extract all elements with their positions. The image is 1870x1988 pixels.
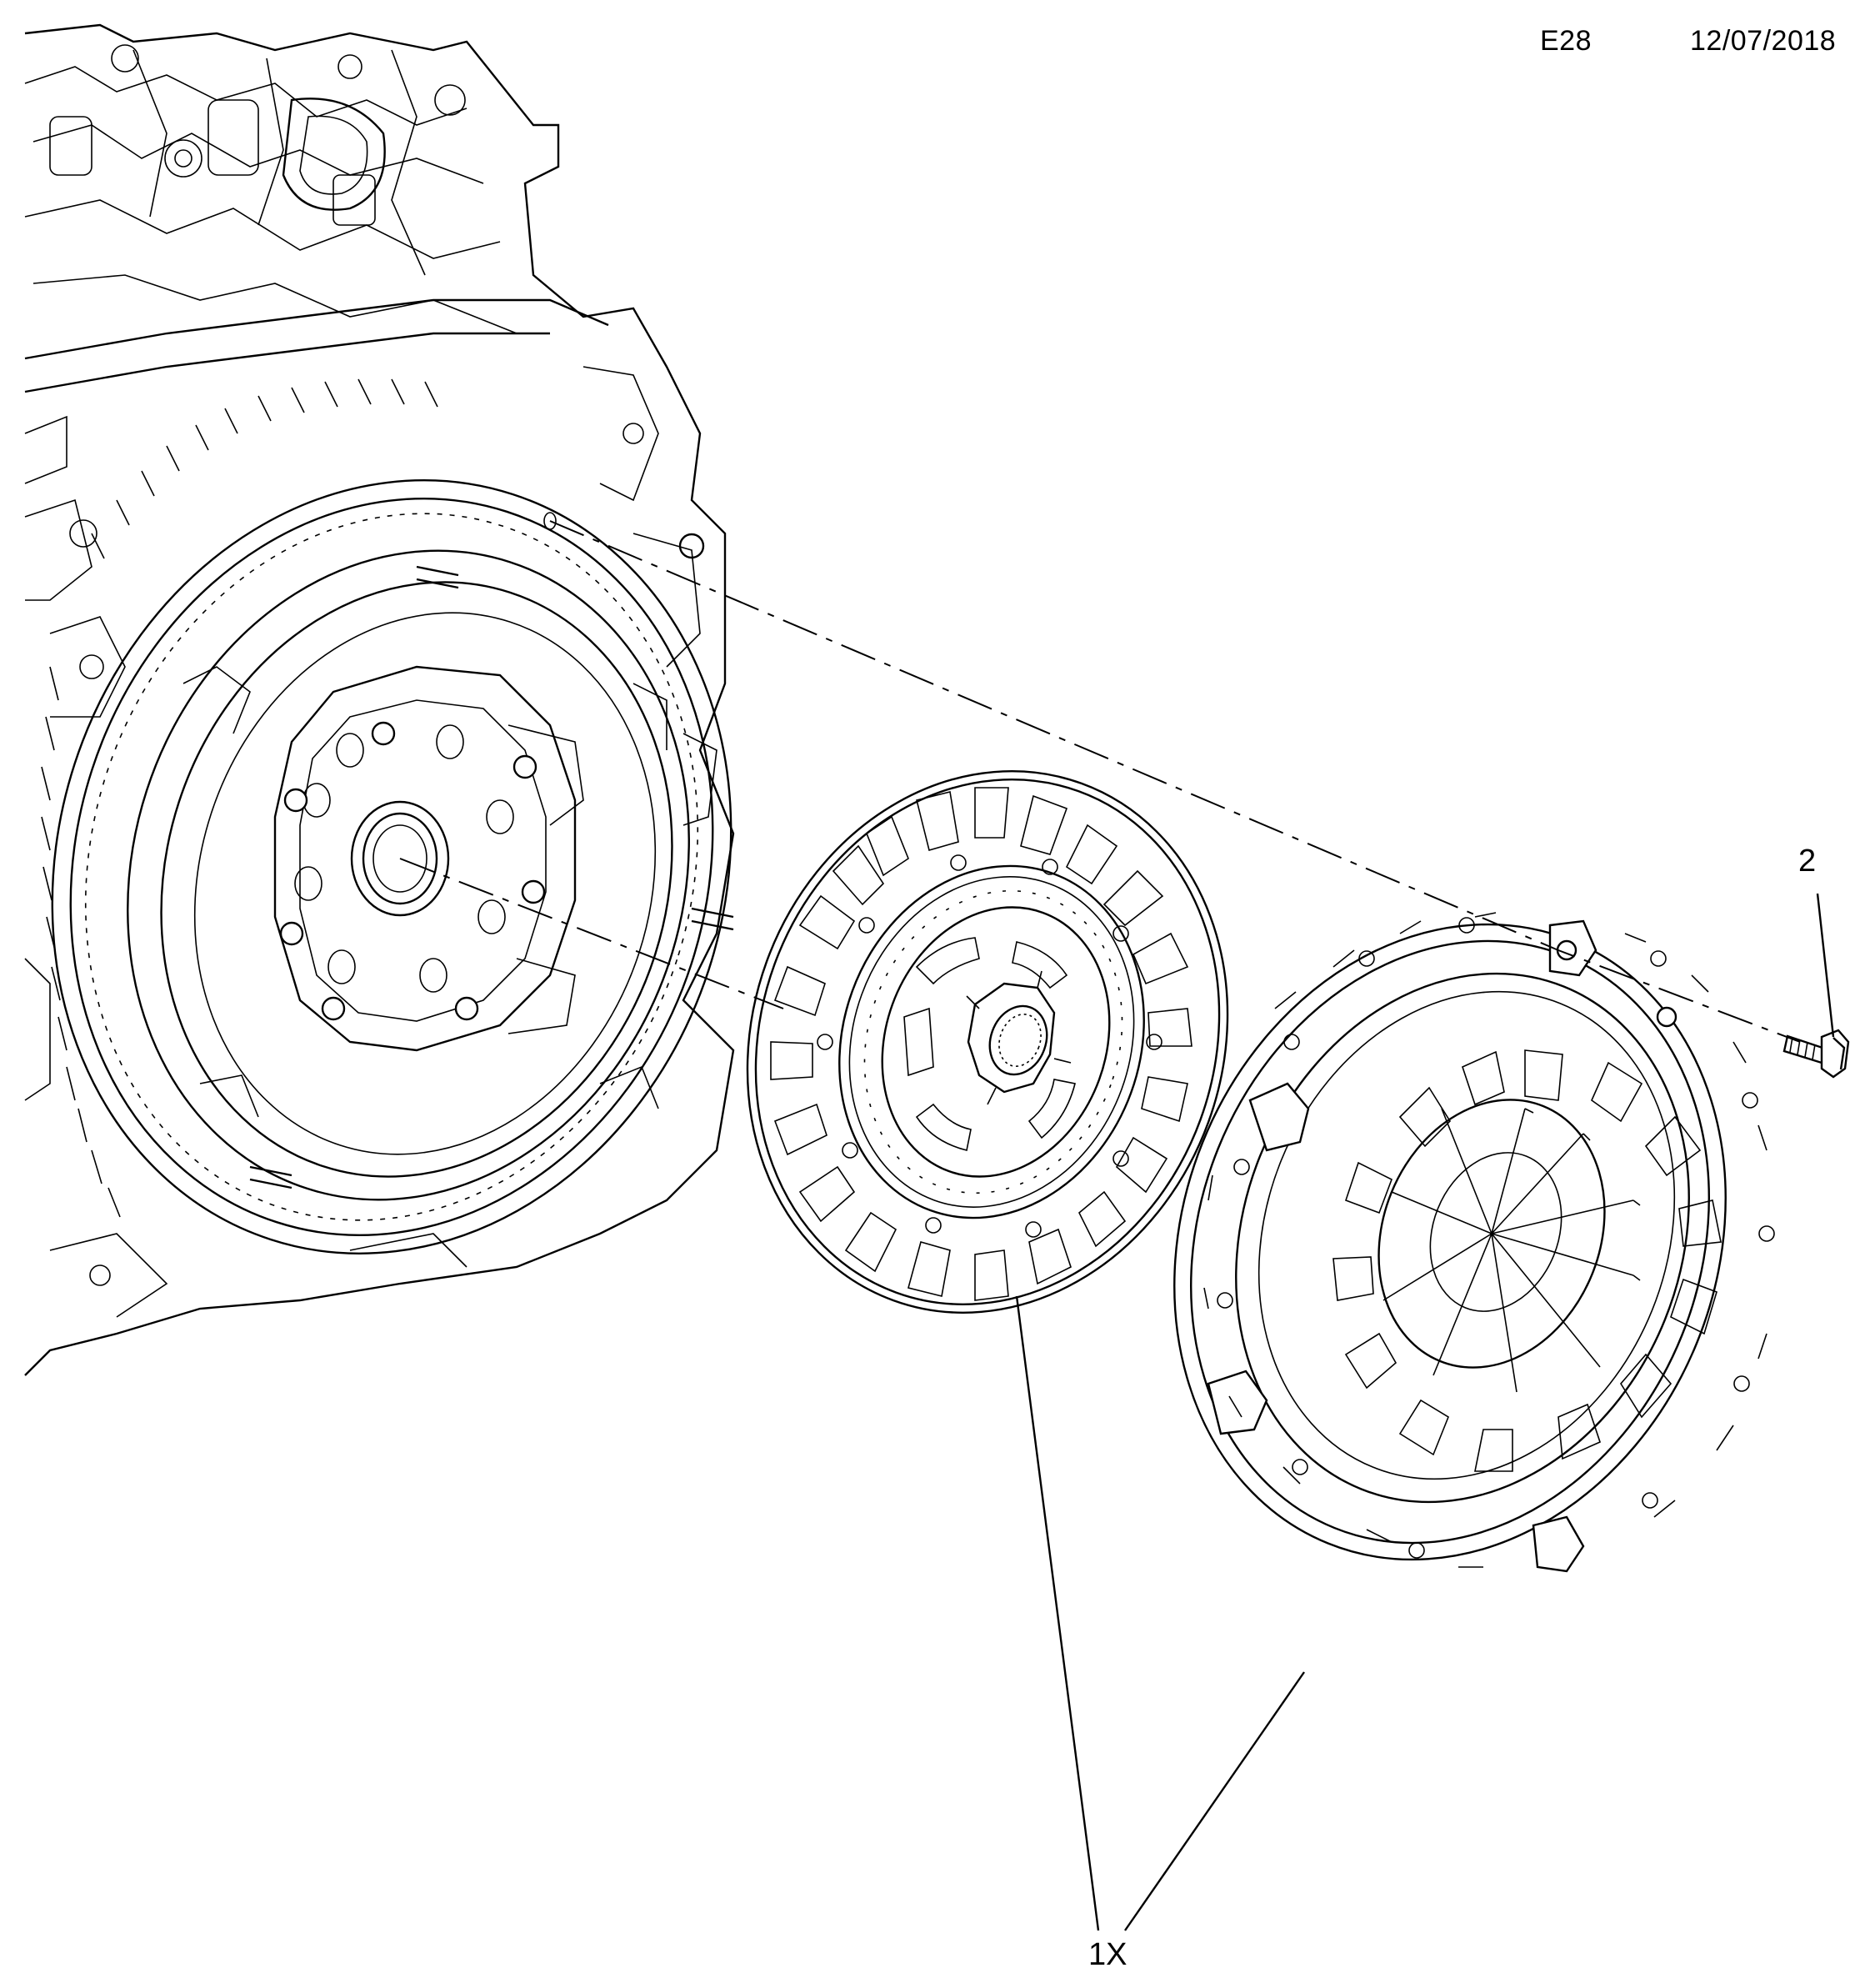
diagram-code: E28	[1540, 25, 1592, 57]
alignment-line-center	[399, 858, 784, 1009]
bolt-illustration	[1782, 1029, 1850, 1079]
pressure-plate-windows	[1332, 1049, 1722, 1472]
flywheel-illustration	[41, 378, 734, 1254]
clutch-pressure-plate-illustration	[1173, 912, 1775, 1573]
leader-line-1x-disc	[1015, 1295, 1100, 1931]
engine-block-illustration	[24, 23, 735, 1376]
callout-2: 2	[1798, 844, 1817, 879]
clutch-disc-illustration	[746, 770, 1229, 1314]
friction-pads	[770, 787, 1192, 1301]
leader-line-2	[1816, 893, 1835, 1038]
leader-line-1x-plate	[1124, 1671, 1305, 1931]
alignment-line-upper	[549, 520, 1801, 1043]
callout-1x: 1X	[1088, 1937, 1128, 1972]
diagram-date: 12/07/2018	[1690, 25, 1837, 57]
